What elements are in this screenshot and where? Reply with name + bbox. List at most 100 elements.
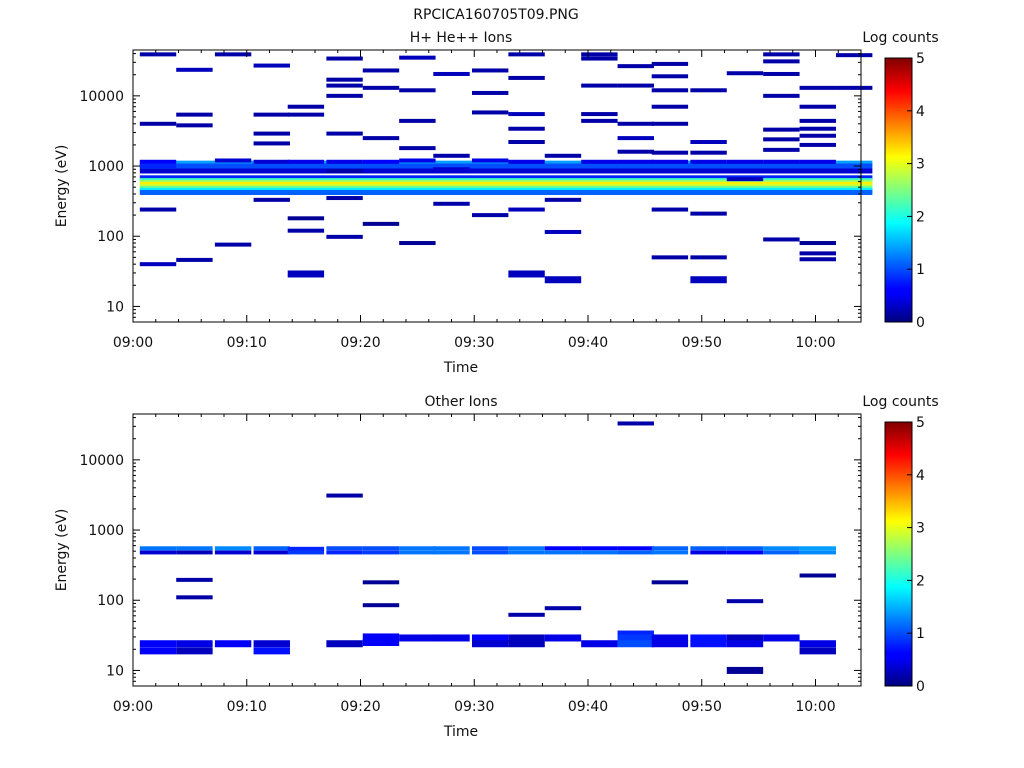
- data-cell: [176, 546, 213, 551]
- data-cell: [508, 550, 545, 555]
- data-cell: [253, 159, 290, 164]
- data-cell: [799, 133, 836, 138]
- y-tick-label: 1000: [88, 159, 124, 175]
- data-cell: [544, 153, 582, 158]
- colorbar-tick-label: 5: [916, 415, 925, 431]
- data-cell: [617, 83, 654, 88]
- data-cell: [362, 550, 400, 555]
- data-cell: [726, 640, 764, 648]
- data-cell: [726, 599, 764, 604]
- data-cell: [326, 196, 363, 201]
- data-cell: [763, 71, 800, 76]
- data-cell: [617, 136, 654, 141]
- data-cell: [617, 634, 654, 642]
- data-cell: [253, 141, 290, 146]
- data-cell: [399, 546, 436, 551]
- data-cell: [799, 647, 836, 655]
- data-cell: [433, 546, 470, 551]
- data-cell: [726, 159, 764, 164]
- data-cell: [326, 77, 363, 82]
- data-cell: [176, 640, 213, 648]
- data-cell: [326, 131, 363, 136]
- y-tick-label: 10000: [79, 89, 124, 105]
- colorbar-tick-label: 1: [916, 262, 925, 278]
- data-cell: [690, 550, 727, 555]
- data-cell: [690, 634, 727, 642]
- data-cell: [763, 147, 800, 152]
- data-cell: [399, 158, 436, 163]
- data-cell: [651, 546, 689, 551]
- data-cell: [651, 88, 689, 93]
- data-cell: [799, 546, 836, 551]
- data-cell: [544, 634, 582, 642]
- data-cell: [617, 121, 654, 126]
- data-cell: [214, 550, 252, 555]
- data-cell: [253, 112, 290, 117]
- data-cell: [690, 546, 727, 551]
- data-cell: [763, 550, 800, 555]
- data-cell: [362, 159, 400, 164]
- data-cell: [176, 577, 213, 582]
- data-cell: [617, 149, 654, 154]
- data-cell: [253, 640, 290, 648]
- data-cell: [508, 612, 545, 617]
- data-cell: [651, 104, 689, 109]
- y-tick-label: 10: [106, 299, 124, 315]
- data-cell: [508, 640, 545, 648]
- data-cell: [799, 550, 836, 555]
- data-cell: [799, 126, 836, 131]
- data-cell: [763, 546, 800, 551]
- y-tick-label: 10000: [79, 453, 124, 469]
- data-cell: [651, 121, 689, 126]
- data-cell: [139, 262, 177, 267]
- data-cell: [617, 64, 654, 69]
- y-tick-label: 1000: [88, 523, 124, 539]
- data-cell: [617, 550, 654, 555]
- data-cell: [287, 104, 325, 109]
- y-tick-label: 100: [97, 229, 124, 245]
- data-cell: [176, 67, 213, 72]
- data-cell: [433, 201, 470, 206]
- data-cell: [362, 638, 400, 646]
- y-tick-label: 10: [106, 663, 124, 679]
- data-cell: [581, 56, 618, 61]
- data-cell: [139, 121, 177, 126]
- x-tick-label: 10:00: [795, 335, 835, 351]
- data-cell: [399, 550, 436, 555]
- panel-2: 09:00 09:10 09:20 09:30 09:40 09:50 10:0010100…: [54, 394, 939, 740]
- data-cell: [362, 546, 400, 551]
- data-cell: [326, 159, 363, 164]
- data-cell: [399, 55, 436, 60]
- figure-title: RPCICA160705T09.PNG: [413, 7, 578, 23]
- data-cell: [763, 59, 800, 64]
- data-cell: [799, 257, 836, 262]
- data-cell: [433, 167, 470, 172]
- colorbar-label: Log counts: [862, 30, 938, 46]
- band-cell: [139, 160, 873, 166]
- data-cell: [726, 71, 764, 76]
- data-cell: [508, 207, 545, 212]
- data-cell: [326, 493, 363, 498]
- data-cell: [726, 550, 764, 555]
- x-tick-label: 09:40: [568, 335, 608, 351]
- data-cell: [544, 229, 582, 234]
- data-cell: [690, 640, 727, 648]
- data-cell: [726, 666, 764, 674]
- data-cell: [799, 573, 836, 578]
- data-cell: [617, 421, 654, 426]
- colorbar-tick-label: 3: [916, 521, 925, 537]
- data-cell: [617, 630, 654, 638]
- data-cell: [651, 550, 689, 555]
- data-cell: [176, 647, 213, 655]
- data-cell: [287, 228, 325, 233]
- panel-title: H+ He++ Ions: [410, 30, 513, 46]
- data-cell: [508, 159, 545, 164]
- x-tick-label: 09:30: [454, 699, 494, 715]
- data-cell: [544, 546, 582, 551]
- data-cell: [433, 71, 470, 76]
- x-tick-label: 09:50: [682, 699, 722, 715]
- data-cell: [253, 63, 290, 68]
- data-cell: [139, 640, 177, 648]
- data-cell: [214, 158, 252, 163]
